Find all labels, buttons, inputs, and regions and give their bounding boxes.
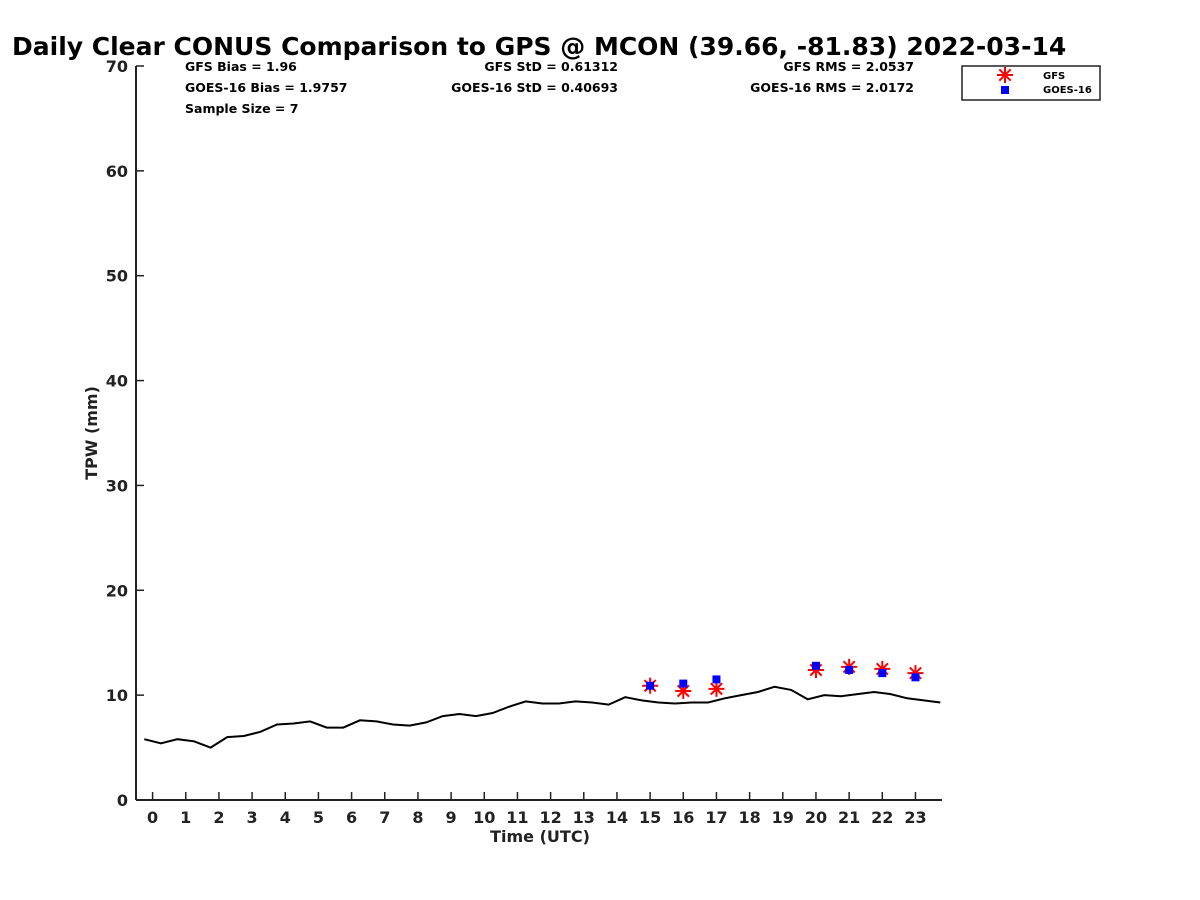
x-tick-label: 15 <box>639 808 661 827</box>
legend-goes-label: GOES-16 <box>1043 85 1092 96</box>
x-tick-label: 1 <box>180 808 191 827</box>
x-tick-label: 22 <box>871 808 893 827</box>
x-tick-label: 23 <box>904 808 926 827</box>
y-tick-label: 50 <box>106 267 128 286</box>
gfs-rms-text: GFS RMS = 2.0537 <box>783 59 914 74</box>
x-tick-label: 12 <box>539 808 561 827</box>
goes16-point <box>811 661 820 670</box>
goes16-point <box>845 665 854 674</box>
x-tick-label: 18 <box>738 808 760 827</box>
x-tick-label: 21 <box>838 808 860 827</box>
x-tick-label: 10 <box>473 808 495 827</box>
x-tick-label: 4 <box>280 808 291 827</box>
gfs-point <box>708 680 725 697</box>
x-ticks: 0 1 2 3 4 5 6 7 8 9 10 11 12 13 14 15 16 17 18 19 20 21 22 23 <box>147 792 927 827</box>
x-tick-label: 8 <box>412 808 423 827</box>
x-tick-label: 14 <box>606 808 628 827</box>
x-tick-label: 17 <box>705 808 727 827</box>
x-tick-label: 3 <box>247 808 258 827</box>
asterisk-stroke <box>998 68 1012 82</box>
y-tick-label: 20 <box>106 581 128 600</box>
y-axis-label: TPW (mm) <box>82 386 101 480</box>
sample-size-text: Sample Size = 7 <box>185 101 298 116</box>
y-tick-label: 40 <box>106 372 128 391</box>
gps-tpw-line <box>144 685 941 749</box>
x-tick-label: 7 <box>379 808 390 827</box>
x-tick-label: 13 <box>573 808 595 827</box>
y-tick-label: 30 <box>106 476 128 495</box>
asterisk-stroke <box>710 682 723 696</box>
x-tick-label: 19 <box>772 808 794 827</box>
goes16-point <box>646 681 655 690</box>
legend-box <box>961 65 1101 101</box>
plot-axes <box>135 66 942 801</box>
x-axis-label: Time (UTC) <box>490 827 590 846</box>
legend-goes-marker <box>1001 86 1009 94</box>
x-tick-label: 5 <box>313 808 324 827</box>
legend-gfs-marker <box>997 67 1013 83</box>
gfs-bias-text: GFS Bias = 1.96 <box>185 59 297 74</box>
x-tick-label: 2 <box>213 808 224 827</box>
goes-rms-text: GOES-16 RMS = 2.0172 <box>750 80 914 95</box>
legend-asterisk <box>997 67 1013 83</box>
x-tick-label: 9 <box>446 808 457 827</box>
goes16-point <box>712 675 721 684</box>
goes16-point <box>878 669 887 678</box>
legend-gfs-label: GFS <box>1043 71 1065 82</box>
gfs-std-text: GFS StD = 0.61312 <box>484 59 618 74</box>
y-tick-label: 70 <box>106 57 128 76</box>
goes-std-text: GOES-16 StD = 0.40693 <box>451 80 618 95</box>
goes-bias-text: GOES-16 Bias = 1.9757 <box>185 80 347 95</box>
chart-title: Daily Clear CONUS Comparison to GPS @ MC… <box>12 32 1066 61</box>
goes16-point <box>911 673 920 682</box>
y-tick-label: 60 <box>106 162 128 181</box>
y-tick-label: 0 <box>117 791 128 810</box>
x-tick-label: 6 <box>346 808 357 827</box>
stats-block: GFS Bias = 1.96 GOES-16 Bias = 1.9757 Sa… <box>185 59 914 116</box>
x-tick-label: 16 <box>672 808 694 827</box>
x-tick-label: 0 <box>147 808 158 827</box>
series-layer <box>144 658 941 749</box>
x-tick-label: 11 <box>506 808 528 827</box>
legend: GFS GOES-16 <box>961 65 1101 101</box>
goes16-point <box>679 679 688 688</box>
y-tick-label: 10 <box>106 686 128 705</box>
x-tick-label: 20 <box>805 808 827 827</box>
y-ticks: 0 10 20 30 40 50 60 70 <box>106 57 144 810</box>
